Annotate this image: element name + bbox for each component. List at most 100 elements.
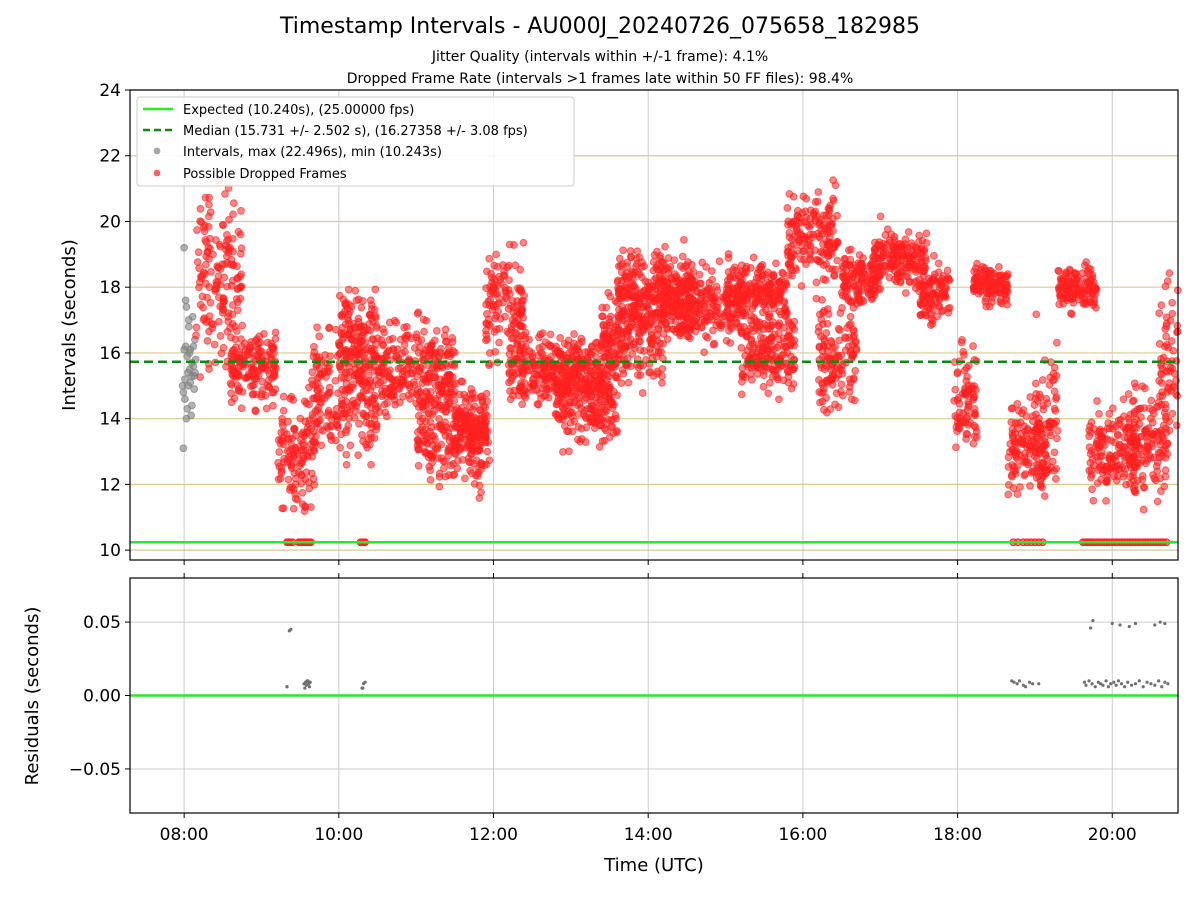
dropped-frame-point	[1008, 425, 1017, 434]
dropped-frame-point	[345, 414, 353, 423]
dropped-frame-point	[790, 336, 799, 345]
residual-point	[1017, 679, 1022, 683]
dropped-frame-point	[737, 343, 746, 352]
dropped-frame-point	[420, 327, 428, 336]
dropped-frame-point	[953, 427, 961, 435]
dropped-frame-point	[425, 410, 434, 419]
dropped-frame-point	[572, 344, 581, 353]
dropped-frame-point	[780, 297, 789, 306]
dropped-frame-point	[951, 385, 960, 394]
dropped-frame-point	[560, 422, 569, 430]
dropped-frame-point	[416, 343, 424, 352]
dropped-frame-point	[552, 410, 561, 419]
dropped-frame-point	[1004, 480, 1013, 489]
residual-point	[1133, 682, 1138, 686]
dropped-frame-point	[293, 495, 302, 504]
dropped-frame-point	[577, 337, 586, 346]
dropped-frame-point	[971, 264, 980, 273]
dropped-frame-point	[792, 225, 801, 233]
dropped-frame-point	[789, 192, 798, 201]
dropped-frame-point	[515, 368, 523, 377]
dropped-frame-point	[788, 235, 796, 244]
dropped-frame-point	[805, 240, 814, 249]
dropped-frame-point	[1147, 396, 1156, 405]
dropped-frame-point	[1036, 393, 1045, 402]
interval-point	[190, 385, 199, 393]
dropped-frame-point	[482, 267, 491, 276]
dropped-frame-point	[615, 314, 623, 323]
dropped-frame-point	[510, 363, 519, 371]
dropped-frame-point	[817, 315, 826, 324]
dropped-frame-point	[465, 411, 474, 420]
dropped-frame-point	[663, 324, 671, 332]
dropped-frame-point	[680, 279, 689, 288]
dropped-frame-point	[538, 364, 547, 373]
dropped-frame-point	[752, 353, 760, 361]
dropped-frame-point	[1153, 458, 1162, 467]
residual-point	[1137, 679, 1141, 683]
dropped-frame-point	[1032, 310, 1041, 319]
dropped-frame-point	[1021, 470, 1030, 479]
dropped-frame-point	[559, 447, 567, 456]
residual-point	[1106, 685, 1110, 689]
dropped-frame-point	[771, 366, 780, 375]
dropped-frame-point	[437, 454, 446, 463]
dropped-frame-point	[1114, 416, 1123, 425]
dropped-frame-point	[359, 387, 368, 396]
dropped-frame-point	[436, 401, 445, 410]
dropped-frame-point	[301, 503, 310, 512]
dropped-frame-point	[820, 384, 828, 393]
dropped-frame-point	[767, 334, 776, 343]
dropped-frame-point	[201, 236, 210, 244]
residual-point	[289, 627, 293, 632]
dropped-frame-point	[849, 272, 857, 281]
dropped-frame-point	[643, 311, 652, 319]
dropped-frame-point	[194, 248, 203, 257]
dropped-frame-point	[1070, 280, 1079, 289]
dropped-frame-point	[279, 504, 288, 513]
dropped-frame-point	[382, 412, 391, 421]
bottom-points	[285, 618, 1170, 690]
dropped-frame-point	[962, 435, 971, 443]
dropped-frame-point	[1051, 474, 1060, 483]
dropped-frame-point	[476, 406, 485, 415]
dropped-frame-point	[196, 300, 205, 309]
dropped-frame-point	[265, 348, 274, 357]
interval-point	[184, 368, 192, 377]
dropped-frame-point	[960, 351, 968, 359]
dropped-frame-point	[428, 363, 437, 372]
dropped-frame-point	[617, 379, 626, 387]
dropped-frame-point	[663, 335, 672, 344]
residual-point	[1153, 683, 1157, 687]
dropped-frame-point	[979, 270, 988, 279]
dropped-frame-point	[478, 398, 487, 406]
residual-point	[1118, 623, 1122, 627]
dropped-frame-point	[855, 284, 863, 293]
dropped-frame-point	[492, 250, 500, 259]
dropped-frame-point	[291, 431, 300, 440]
dropped-frame-point	[465, 457, 473, 466]
dropped-frame-point	[1168, 409, 1177, 418]
dropped-frame-point	[1125, 456, 1134, 465]
dropped-frame-point	[879, 248, 888, 257]
residual-point	[1104, 679, 1108, 683]
dropped-frame-point	[596, 363, 604, 372]
dropped-frame-point	[505, 369, 514, 378]
interval-point	[182, 303, 191, 311]
dropped-frame-point	[487, 273, 496, 282]
dropped-frame-point	[284, 475, 293, 484]
dropped-frame-point	[807, 220, 815, 229]
dropped-frame-point	[729, 298, 738, 307]
dropped-frame-point	[1106, 452, 1115, 461]
dropped-frame-point	[783, 204, 792, 212]
dropped-frame-point	[629, 301, 638, 310]
dropped-frame-point	[824, 310, 833, 318]
dropped-frame-point	[374, 380, 383, 389]
dropped-frame-point	[666, 284, 675, 293]
dropped-frame-point	[216, 242, 225, 251]
dropped-frame-point	[955, 413, 964, 422]
interval-point	[179, 388, 188, 397]
dropped-frame-point	[227, 333, 235, 342]
dropped-frame-point	[468, 443, 477, 452]
